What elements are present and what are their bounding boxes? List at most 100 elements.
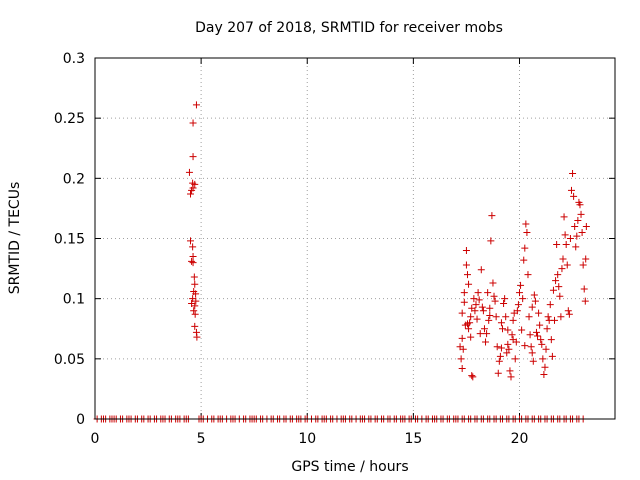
data-point	[552, 277, 560, 285]
data-point	[477, 266, 485, 274]
axis-ticks: 0 0.05 0.1 0.15 0.2 0.25 0.3 0 5 10 15 20	[54, 51, 615, 447]
data-point	[539, 355, 547, 363]
data-point	[578, 228, 586, 236]
data-point	[191, 180, 199, 188]
x-tick-label: 10	[298, 431, 316, 447]
data-point	[189, 184, 197, 192]
data-point	[502, 313, 510, 321]
data-point	[511, 355, 519, 363]
data-point	[551, 316, 559, 324]
data-point	[521, 342, 529, 350]
data-point	[463, 320, 471, 328]
data-point	[474, 289, 482, 297]
data-point	[190, 307, 198, 315]
data-point	[191, 302, 199, 310]
x-tick-label: 20	[511, 431, 529, 447]
data-point	[528, 303, 536, 311]
data-point	[565, 310, 573, 318]
data-point	[569, 170, 577, 178]
data-point	[526, 331, 534, 339]
data-point	[532, 328, 540, 336]
data-point	[531, 297, 539, 305]
data-point	[479, 307, 487, 315]
data-point	[538, 340, 546, 348]
data-point	[544, 313, 552, 321]
data-point	[499, 325, 507, 333]
data-point	[553, 241, 561, 249]
y-tick-label: 0.3	[63, 51, 85, 67]
chart-title: Day 207 of 2018, SRMTID for receiver mob…	[195, 20, 503, 36]
data-point	[192, 290, 200, 298]
data-point	[459, 345, 467, 353]
data-point	[573, 232, 581, 240]
plot-frame	[94, 57, 616, 420]
data-point	[549, 286, 557, 294]
data-point	[485, 316, 493, 324]
data-point	[465, 325, 473, 333]
data-point	[187, 190, 195, 198]
data-point	[548, 352, 556, 360]
data-point	[192, 297, 200, 305]
data-point	[189, 153, 197, 161]
data-point	[491, 297, 499, 305]
data-point	[540, 370, 548, 378]
data-point	[528, 349, 536, 357]
data-point	[582, 222, 590, 230]
data-point	[521, 244, 529, 252]
data-point	[535, 309, 543, 317]
data-point	[534, 332, 542, 340]
data-point	[508, 331, 516, 339]
data-point	[189, 243, 197, 251]
data-point	[543, 325, 551, 333]
data-point	[557, 313, 565, 321]
data-point	[476, 330, 484, 338]
y-tick-label: 0.05	[54, 352, 85, 368]
data-point	[482, 338, 490, 346]
data-point	[509, 336, 517, 344]
data-point	[460, 289, 468, 297]
data-point	[554, 271, 562, 279]
data-point	[193, 333, 201, 341]
y-tick-label: 0.25	[54, 111, 85, 127]
data-point	[495, 357, 503, 365]
data-point	[572, 243, 580, 251]
data-point	[514, 301, 522, 309]
data-point	[191, 310, 199, 318]
data-point	[522, 220, 530, 228]
data-point	[529, 357, 537, 365]
data-point	[187, 237, 195, 245]
data-point	[541, 363, 549, 371]
y-axis-label: SRMTID / TECUs	[7, 182, 23, 295]
data-point	[460, 298, 468, 306]
data-point	[509, 316, 517, 324]
data-point	[468, 304, 476, 312]
data-point	[487, 237, 495, 245]
data-point	[493, 343, 501, 351]
data-point	[473, 315, 481, 323]
data-points	[93, 101, 590, 423]
data-point	[192, 101, 200, 109]
data-point	[581, 297, 589, 305]
data-point	[458, 334, 466, 342]
data-point	[484, 289, 492, 297]
data-point	[185, 168, 193, 176]
data-point	[191, 322, 199, 330]
y-tick-label: 0.2	[63, 171, 85, 187]
data-point	[494, 369, 502, 377]
data-point	[467, 313, 475, 321]
x-axis-label: GPS time / hours	[291, 459, 408, 475]
data-point	[574, 216, 582, 224]
data-point	[579, 261, 587, 269]
data-point	[467, 333, 475, 341]
data-point	[506, 367, 514, 375]
data-point	[530, 291, 538, 299]
data-point	[576, 201, 584, 209]
data-point	[527, 343, 535, 351]
data-point	[489, 279, 497, 287]
data-point	[188, 257, 196, 265]
data-point	[189, 253, 197, 261]
data-point	[507, 373, 515, 381]
data-point	[470, 295, 478, 303]
data-point	[577, 210, 585, 218]
